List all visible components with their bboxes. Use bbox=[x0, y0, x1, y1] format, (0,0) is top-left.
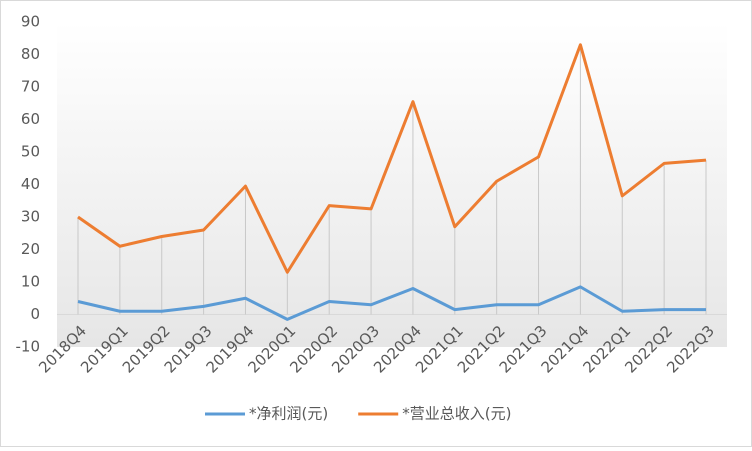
y-tick-label: 30 bbox=[21, 208, 40, 226]
y-tick-label: 0 bbox=[30, 305, 40, 323]
y-tick-label: 50 bbox=[21, 143, 40, 161]
y-tick-label: 40 bbox=[21, 175, 40, 193]
legend-label: *营业总收入(元) bbox=[402, 405, 511, 423]
series-line bbox=[77, 285, 706, 321]
series-line bbox=[77, 43, 707, 274]
y-tick-label: -10 bbox=[16, 338, 41, 356]
y-tick-label: 70 bbox=[21, 78, 40, 96]
plot-area bbox=[57, 22, 727, 347]
legend-label: *净利润(元) bbox=[249, 405, 328, 423]
y-tick-label: 90 bbox=[21, 13, 40, 31]
y-tick-label: 20 bbox=[21, 240, 40, 258]
y-tick-label: 10 bbox=[21, 273, 40, 291]
y-tick-label: 80 bbox=[21, 45, 40, 63]
y-tick-label: 60 bbox=[21, 110, 40, 128]
